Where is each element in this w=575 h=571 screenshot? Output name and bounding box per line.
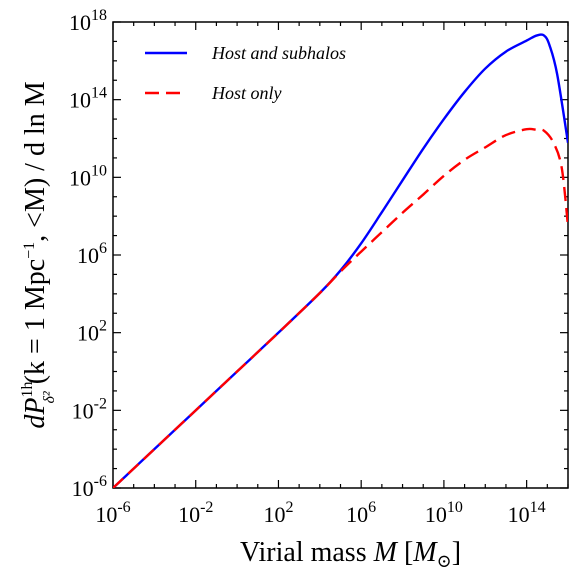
- x-axis-label-unit-var: M: [412, 537, 438, 568]
- y-axis-label-d: dP: [20, 398, 51, 429]
- x-axis-label-unit-open: [: [397, 537, 413, 568]
- x-axis-label-var: M: [373, 537, 399, 568]
- series-line-host-only: [113, 127, 568, 488]
- y-tick-label: 102: [77, 318, 107, 346]
- y-tick-label: 1010: [69, 162, 107, 190]
- tick-labels: 10-6 10-2 102 106 1010 1014 10-6 10-2 102 106 1010…: [69, 7, 546, 527]
- y-axis-label-sup: 1h: [19, 382, 36, 398]
- x-tick-label: 106: [346, 499, 376, 527]
- x-axis-label: Virial mass M [M⊙]: [240, 537, 461, 571]
- y-tick-label: 1014: [69, 85, 107, 113]
- y-tick-label: 10-6: [72, 473, 107, 501]
- x-tick-label: 102: [263, 499, 293, 527]
- y-tick-label: 1018: [69, 7, 107, 35]
- y-axis-label-args: (k = 1 Mpc: [20, 259, 51, 391]
- legend: Host and subhalos Host only: [145, 43, 346, 103]
- y-axis-label-args-tail: , <M) / d ln M: [20, 81, 51, 242]
- plot-frame: [112, 21, 569, 489]
- x-axis-label-unit-sub: ⊙: [437, 551, 452, 571]
- x-tick-label: 1010: [425, 499, 463, 527]
- y-axis-label-sub: δ²: [41, 390, 58, 403]
- legend-label: Host only: [211, 83, 282, 103]
- series-line-host-and-subhalos: [113, 33, 568, 488]
- x-axis-label-unit-close: ]: [452, 537, 461, 568]
- ticks: [112, 21, 569, 489]
- legend-label: Host and subhalos: [211, 43, 346, 63]
- y-axis-label: dP1h δ² (k = 1 Mpc−1, <M) / d ln M: [19, 81, 58, 428]
- y-tick-label: 10-2: [72, 395, 107, 423]
- x-axis-label-text: Virial mass: [240, 537, 374, 568]
- y-tick-label: 106: [77, 240, 107, 268]
- x-tick-label: 1014: [508, 499, 546, 527]
- x-tick-label: 10-2: [178, 499, 213, 527]
- y-axis-label-args-sup: −1: [21, 242, 38, 259]
- series-layer: [113, 33, 568, 488]
- x-tick-label: 10-6: [95, 499, 130, 527]
